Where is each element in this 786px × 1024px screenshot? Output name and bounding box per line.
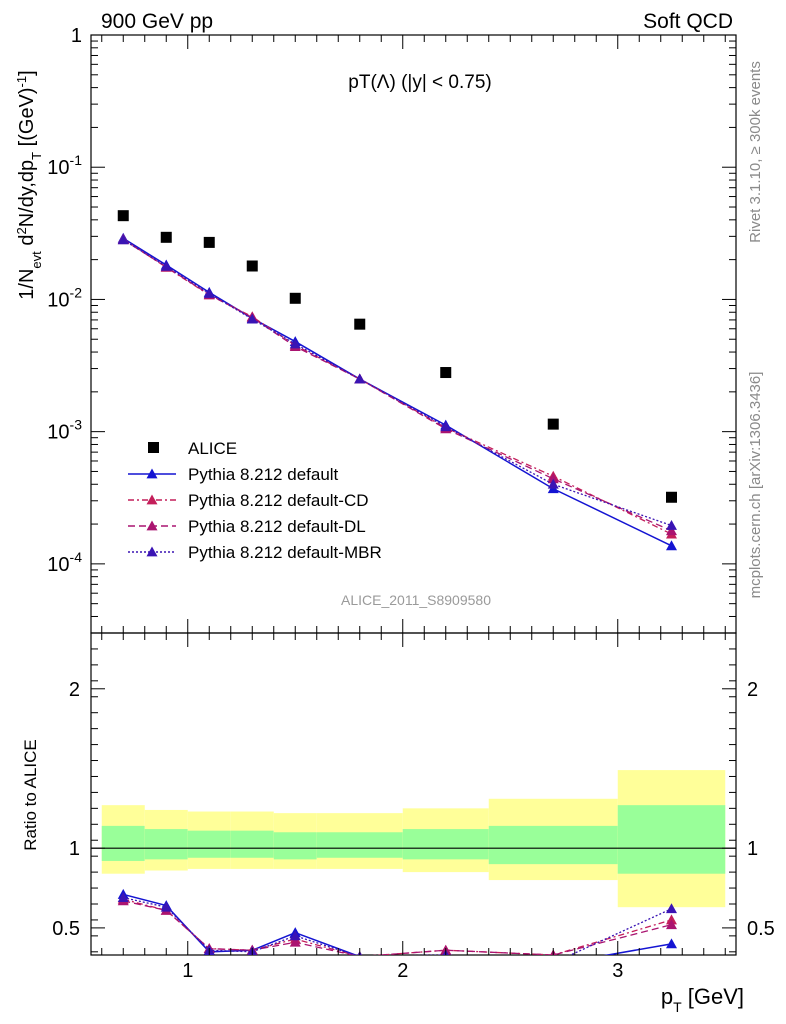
ratio-frame — [90, 632, 737, 956]
data-point — [160, 231, 172, 243]
series-point — [666, 540, 677, 551]
data-point — [117, 210, 129, 222]
x-tick-label: 1 — [182, 960, 193, 982]
mcplots-label: mcplots.cern.ch [arXiv:1306.3436] — [747, 372, 764, 599]
ratio-y-tick-label: 0.5 — [52, 918, 80, 940]
data-point — [666, 491, 677, 503]
legend: ALICE Pythia 8.212 default Pythia 8.212 de… — [128, 439, 382, 562]
band-inner — [101, 825, 145, 861]
data-point — [203, 236, 215, 248]
band-inner — [488, 825, 618, 865]
series-point — [117, 234, 129, 245]
y-tick-label: 10-3 — [47, 417, 82, 444]
band-inner — [230, 830, 274, 858]
data-point — [547, 418, 559, 430]
ratio-series-point — [666, 903, 677, 914]
ratio-y-tick-label-right: 1 — [747, 838, 758, 860]
series-point — [289, 338, 301, 349]
axis-ticks: 1 2 3 1 10-1 10-2 10-3 10-4 0.5 0.5 1 1 2 2 — [47, 25, 775, 982]
series-point — [354, 373, 366, 384]
ratio-y-tick-label: 2 — [69, 679, 80, 701]
data-point — [246, 260, 258, 272]
ratio-series-point — [666, 919, 677, 930]
series-line — [122, 238, 672, 535]
series-point — [666, 520, 677, 530]
series-point — [160, 260, 172, 271]
y-tick-label: 10-1 — [47, 152, 82, 179]
ratio-series-point — [548, 959, 559, 969]
x-tick-label: 2 — [397, 960, 408, 982]
x-axis-label: pT [GeV] — [661, 984, 744, 1015]
header-right: Soft QCD — [643, 10, 733, 33]
legend-marker — [146, 494, 158, 505]
data-point — [289, 292, 301, 304]
legend-data-marker — [148, 442, 159, 453]
analysis-id: ALICE_2011_S8909580 — [341, 592, 491, 608]
ratio-series-point — [289, 930, 301, 941]
band-inner — [402, 829, 489, 860]
rivet-label: Rivet 3.1.10, ≥ 300k events — [747, 61, 764, 243]
legend-marker — [146, 468, 158, 479]
series-point — [246, 313, 258, 324]
band-inner — [273, 832, 317, 860]
header-left: 900 GeV pp — [101, 10, 213, 33]
ratio-series-point — [548, 957, 559, 967]
series-point — [666, 525, 677, 536]
ratio-y-tick-label-right: 0.5 — [747, 918, 775, 940]
series-point — [547, 473, 559, 484]
data-uncertainty-bands — [91, 770, 736, 908]
legend-label: Pythia 8.212 default-CD — [188, 491, 369, 510]
ratio-series-point — [440, 957, 451, 967]
x-tick-label: 3 — [612, 960, 623, 982]
legend-label: Pythia 8.212 default-DL — [188, 517, 366, 536]
y-tick-label: 10-4 — [47, 549, 82, 576]
y-tick-label: 10-2 — [47, 284, 82, 311]
ratio-series-point — [160, 901, 172, 912]
legend-marker — [146, 546, 158, 557]
series-line — [122, 239, 672, 532]
data-point — [440, 367, 452, 379]
ratio-series-point — [666, 938, 677, 949]
y-tick-label: 1 — [71, 25, 82, 47]
band-inner — [617, 805, 726, 874]
ratio-series-point — [289, 936, 301, 947]
ratio-panel — [90, 632, 737, 956]
ratio-y-axis-label: Ratio to ALICE — [21, 739, 40, 851]
y-axis-label: 1/Nevt d2N/dy,dpT [(GeV)-1] — [14, 70, 44, 299]
ratio-clip-group — [117, 888, 677, 969]
data-point — [354, 318, 366, 330]
main-plot-marks — [117, 210, 677, 551]
band-inner — [144, 829, 188, 860]
legend-label: Pythia 8.212 default — [188, 465, 339, 484]
ratio-y-tick-label-right: 2 — [747, 679, 758, 701]
ratio-y-tick-label: 1 — [69, 838, 80, 860]
series-point — [547, 478, 559, 489]
band-inner — [187, 830, 231, 858]
legend-marker — [146, 520, 158, 531]
series-point — [440, 421, 452, 432]
band-inner — [316, 832, 403, 858]
ratio-series-point — [117, 892, 129, 903]
series-point — [203, 287, 215, 298]
ratio-plot-marks — [117, 888, 677, 969]
legend-label: Pythia 8.212 default-MBR — [188, 543, 382, 562]
chart-title: pT(Λ) (|y| < 0.75) — [348, 72, 491, 93]
legend-data-label: ALICE — [188, 439, 237, 458]
